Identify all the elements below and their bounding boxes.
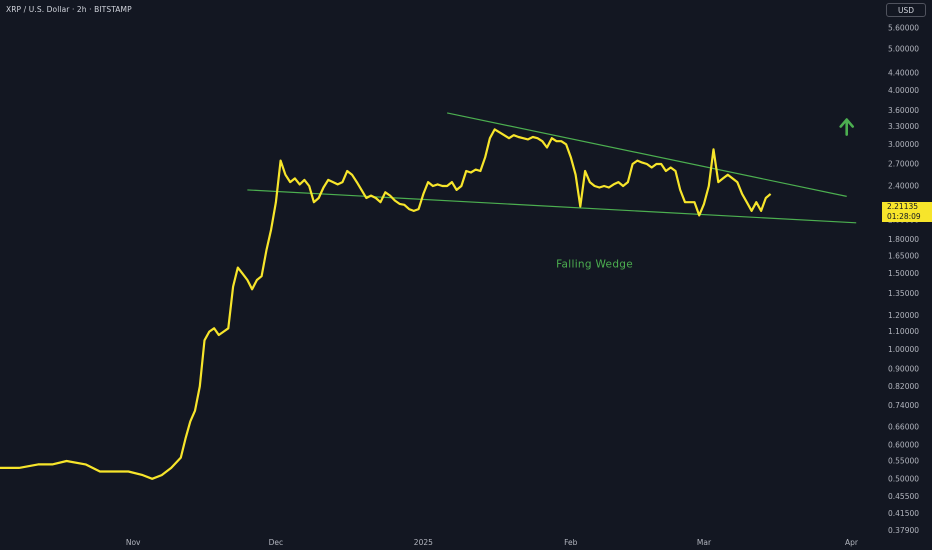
price-tick-label: 0.82000 [888, 382, 919, 391]
last-price-tag: 2.21135 01:28:09 [882, 202, 932, 222]
currency-button[interactable]: USD [886, 3, 926, 17]
wedge-trendlines[interactable] [247, 112, 857, 224]
price-tick-label: 5.00000 [888, 44, 919, 53]
price-tick-label: 3.60000 [888, 106, 919, 115]
price-tick-label: 1.50000 [888, 269, 919, 278]
price-tick-label: 0.60000 [888, 440, 919, 449]
price-tick-label: 1.20000 [888, 311, 919, 320]
time-tick-label: 2025 [414, 538, 433, 547]
pattern-annotation: Falling Wedge [556, 259, 633, 271]
annotations: Falling Wedge [556, 259, 633, 271]
price-tick-label: 0.66000 [888, 422, 919, 431]
price-tick-label: 0.55000 [888, 457, 919, 466]
price-tick-label: 4.40000 [888, 68, 919, 77]
bar-countdown: 01:28:09 [887, 212, 921, 221]
price-tick-label: 2.70000 [888, 159, 919, 168]
price-tick-label: 0.45500 [888, 492, 919, 501]
price-tick-label: 1.00000 [888, 345, 919, 354]
price-tick-label: 3.30000 [888, 122, 919, 131]
price-tick-label: 0.74000 [888, 401, 919, 410]
price-tick-label: 1.65000 [888, 251, 919, 260]
time-tick-label: Apr [845, 538, 859, 547]
trendline-upper [447, 112, 847, 197]
price-tick-label: 1.80000 [888, 235, 919, 244]
arrow-head [839, 118, 855, 128]
price-series [0, 128, 772, 480]
price-tick-label: 0.37900 [888, 526, 919, 535]
up-arrow-icon [839, 118, 855, 136]
price-tick-label: 3.00000 [888, 140, 919, 149]
price-tick-label: 2.40000 [888, 181, 919, 190]
price-tick-label: 1.10000 [888, 327, 919, 336]
price-tick-label: 5.60000 [888, 23, 919, 32]
price-tick-label: 0.41500 [888, 509, 919, 518]
last-price-value: 2.21135 [887, 202, 919, 211]
symbol-title[interactable]: XRP / U.S. Dollar · 2h · BITSTAMP [6, 5, 132, 14]
time-tick-label: Dec [269, 538, 284, 547]
price-tick-label: 0.50000 [888, 474, 919, 483]
price-line [0, 128, 772, 480]
time-tick-label: Feb [564, 538, 578, 547]
price-axis[interactable]: 6.200005.600005.000004.400004.000003.600… [880, 0, 932, 550]
time-axis-bg [0, 535, 880, 550]
price-tick-label: 1.35000 [888, 289, 919, 298]
price-axis-bg [880, 0, 932, 550]
price-tick-label: 0.90000 [888, 365, 919, 374]
time-axis[interactable]: Nov Dec 2025 Feb Mar Apr [0, 535, 880, 550]
price-tick-label: 4.00000 [888, 86, 919, 95]
time-tick-label: Nov [126, 538, 141, 547]
time-tick-label: Mar [697, 538, 712, 547]
trendline-lower [247, 189, 857, 224]
